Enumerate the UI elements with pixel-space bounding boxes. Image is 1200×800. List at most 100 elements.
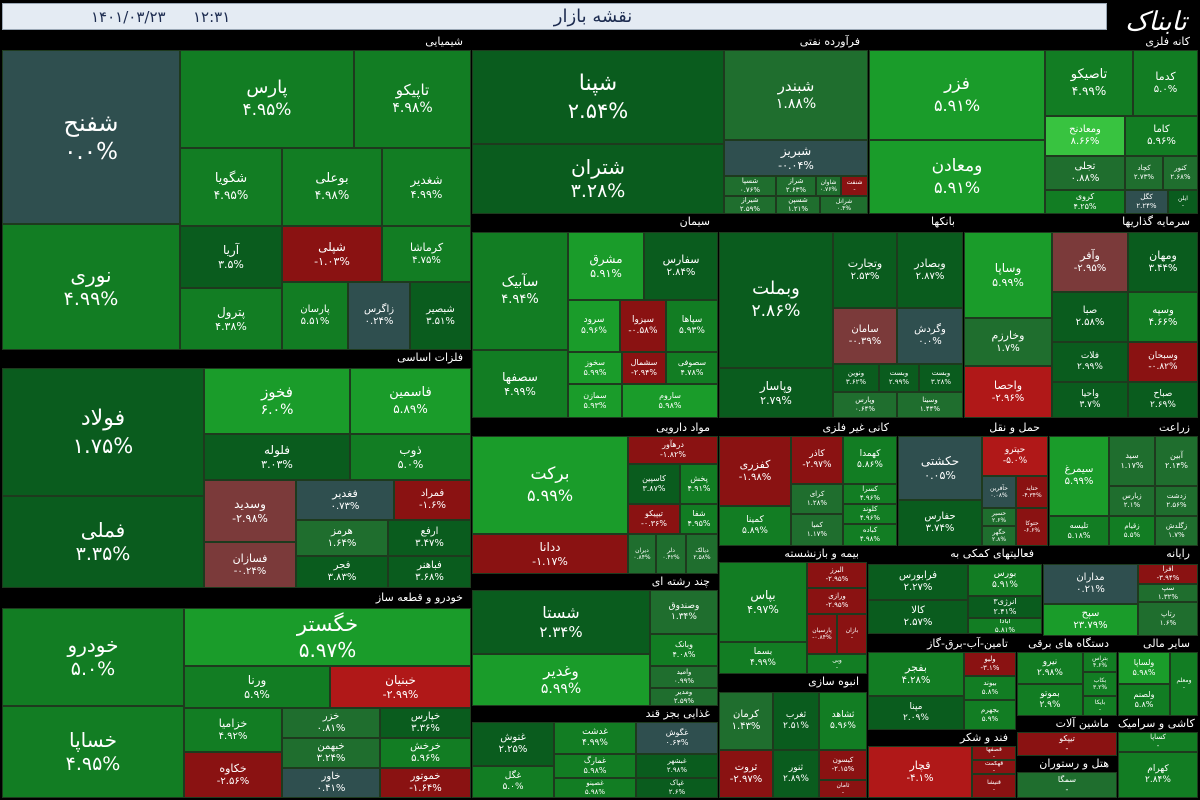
stock-tile[interactable]: وپاسار ۲.۷۹%: [719, 368, 833, 418]
stock-tile[interactable]: پارس ۴.۹۵%: [180, 50, 354, 148]
stock-tile[interactable]: حآفرین ۰.۰۸%: [982, 476, 1016, 508]
stock-tile[interactable]: کفزری -۱.۹۸%: [719, 436, 791, 506]
stock-tile[interactable]: غصینو ۵.۹۸%: [554, 778, 636, 798]
stock-tile[interactable]: صبا ۲.۵۸%: [1052, 292, 1128, 342]
stock-tile[interactable]: سیمرغ ۵.۹۹%: [1049, 436, 1109, 516]
stock-tile[interactable]: البرز -۲.۹۵%: [807, 562, 867, 588]
stock-tile[interactable]: فمراد -۱.۶%: [394, 480, 471, 520]
stock-tile[interactable]: شبصیر ۳.۵۱%: [410, 282, 471, 350]
stock-tile[interactable]: زبارس ۲.۱%: [1109, 486, 1155, 516]
stock-tile[interactable]: زدشت ۲.۵۶%: [1155, 486, 1198, 516]
stock-tile[interactable]: سخوز ۵.۹۹%: [568, 352, 622, 384]
stock-tile[interactable]: بورس ۵.۹۱%: [968, 564, 1042, 596]
stock-tile[interactable]: انرژی۳ ۲.۴۱%: [968, 596, 1042, 618]
stock-tile[interactable]: سفارس ۲.۸۴%: [644, 232, 718, 300]
stock-tile[interactable]: خبنیان -۲.۹۹%: [330, 666, 471, 708]
stock-tile[interactable]: وآفر -۲.۹۵%: [1052, 232, 1128, 292]
stock-tile[interactable]: فرابورس ۲.۲۷%: [868, 564, 968, 600]
stock-tile[interactable]: کروی ۴.۲۵%: [1045, 190, 1125, 214]
stock-tile[interactable]: شپلی -۱.۰۳%: [282, 226, 382, 282]
stock-tile[interactable]: شپنا ۲.۵۴%: [472, 50, 724, 144]
stock-tile[interactable]: حکشتی ۰.۰۵%: [898, 436, 982, 500]
stock-tile[interactable]: واحیا ۳.۷%: [1052, 382, 1128, 418]
stock-tile[interactable]: بجهرم ۵.۹%: [964, 700, 1016, 730]
stock-tile[interactable]: وبصادر ۲.۸۷%: [897, 232, 963, 308]
stock-tile[interactable]: خزر ۰.۸۱%: [282, 708, 380, 738]
stock-tile[interactable]: ومدیر ۲.۵۹%: [650, 688, 718, 706]
stock-tile[interactable]: تجلی ۰.۸۸%: [1045, 156, 1125, 190]
stock-tile[interactable]: بفجر ۴.۲۸%: [868, 652, 964, 696]
stock-tile[interactable]: بایکا -: [1083, 696, 1117, 716]
stock-tile[interactable]: افرا -۳.۹۴%: [1138, 564, 1198, 584]
stock-tile[interactable]: تاپیکو ۴.۹۸%: [354, 50, 471, 148]
stock-tile[interactable]: مشرق ۵.۹۱%: [568, 232, 644, 300]
stock-tile[interactable]: ونوین ۳.۶۲%: [833, 364, 879, 392]
stock-tile[interactable]: وسبحان -۰.۸۲%: [1128, 342, 1198, 382]
stock-tile[interactable]: شتران ۳.۲۸%: [472, 144, 724, 214]
stock-tile[interactable]: کرمان ۱.۴۳%: [719, 692, 773, 750]
stock-tile[interactable]: کیسون -۲.۱۵%: [819, 750, 867, 780]
stock-tile[interactable]: غگل ۵.۰%: [472, 766, 554, 798]
stock-tile[interactable]: سآبیک ۴.۹۴%: [472, 232, 568, 350]
stock-tile[interactable]: تاصیکو ۴.۹۹%: [1045, 50, 1133, 116]
stock-tile[interactable]: وبانک ۴.۰۸%: [650, 634, 718, 666]
stock-tile[interactable]: وبست ۳.۲۸%: [919, 364, 963, 392]
stock-tile[interactable]: ومهان ۳.۴۴%: [1128, 232, 1198, 292]
stock-tile[interactable]: شرانل ۰.۴%: [820, 196, 868, 214]
stock-tile[interactable]: وبی -: [807, 654, 867, 674]
stock-tile[interactable]: ددانا -۱.۱۷%: [472, 534, 628, 574]
stock-tile[interactable]: غنوش ۲.۲۵%: [472, 722, 554, 766]
stock-tile[interactable]: پارسیان -۰.۸۴%: [807, 614, 837, 654]
stock-tile[interactable]: بپاس ۴.۹۷%: [719, 562, 807, 642]
stock-tile[interactable]: شفا ۴.۹۵%: [680, 504, 718, 534]
stock-tile[interactable]: ومعادنح ۸.۶۶%: [1045, 116, 1125, 156]
stock-tile[interactable]: فسازان -۰.۲۴%: [204, 542, 296, 588]
stock-tile[interactable]: وبملت ۲.۸۶%: [719, 232, 833, 368]
stock-tile[interactable]: سیزوا -۰.۵۸%: [620, 300, 666, 352]
stock-tile[interactable]: شبندر ۱.۸۸%: [724, 50, 868, 140]
stock-tile[interactable]: ثغرب ۲.۵۱%: [773, 692, 819, 750]
stock-tile[interactable]: درهآور -۱.۸۲%: [628, 436, 718, 464]
stock-tile[interactable]: خپارس ۳.۳۶%: [380, 708, 471, 738]
stock-tile[interactable]: کهرام ۲.۸۴%: [1118, 752, 1198, 798]
stock-tile[interactable]: ذوب ۵.۰%: [350, 434, 471, 480]
stock-tile[interactable]: شغدیر ۴.۹۹%: [382, 148, 471, 226]
stock-tile[interactable]: فباهنر ۳.۶۸%: [388, 556, 471, 588]
stock-tile[interactable]: کهمدا ۵.۸۶%: [843, 436, 897, 484]
stock-tile[interactable]: وبست ۲.۹۹%: [879, 364, 919, 392]
stock-tile[interactable]: سشمال -۲.۹۴%: [622, 352, 666, 384]
stock-tile[interactable]: زاگرس ۰.۲۴%: [348, 282, 410, 350]
stock-tile[interactable]: قچار -۴.۱%: [868, 746, 972, 798]
stock-tile[interactable]: کچاد ۲.۷۳%: [1125, 156, 1163, 190]
stock-tile[interactable]: دیالک ۲.۵۸%: [686, 534, 718, 574]
stock-tile[interactable]: کمیا ۱.۱۷%: [791, 514, 843, 546]
stock-tile[interactable]: صباح ۲.۶۹%: [1128, 382, 1198, 418]
stock-tile[interactable]: بموتو ۲.۹%: [1017, 684, 1083, 716]
stock-tile[interactable]: ساروم ۵.۹۸%: [622, 384, 718, 418]
stock-tile[interactable]: ثروت -۲.۹۷%: [719, 750, 773, 798]
stock-tile[interactable]: بتراس ۴.۶%: [1083, 652, 1117, 672]
stock-tile[interactable]: تیپیکو -۰.۳۶%: [628, 504, 680, 534]
stock-tile[interactable]: بوعلی ۴.۹۸%: [282, 148, 382, 226]
stock-tile[interactable]: ایلن -: [1168, 190, 1198, 214]
stock-tile[interactable]: فملی ۳.۳۵%: [2, 496, 204, 588]
stock-tile[interactable]: سپ ۱.۳۲%: [1138, 584, 1198, 602]
stock-tile[interactable]: غگوش ۰.۶۴%: [636, 722, 718, 754]
stock-tile[interactable]: غپاک ۲.۶%: [636, 778, 718, 798]
stock-tile[interactable]: وسینا ۱.۴۴%: [897, 392, 963, 418]
stock-tile[interactable]: فزر ۵.۹۱%: [869, 50, 1045, 140]
stock-tile[interactable]: وسپه ۴.۶۶%: [1128, 292, 1198, 342]
stock-tile[interactable]: ومعلم -: [1170, 652, 1198, 716]
stock-tile[interactable]: ومعادن ۵.۹۱%: [869, 140, 1045, 214]
stock-tile[interactable]: شنفت -: [841, 176, 868, 196]
stock-tile[interactable]: کمینا ۵.۸۹%: [719, 506, 791, 546]
stock-tile[interactable]: بکاب ۳.۲%: [1083, 672, 1117, 696]
stock-tile[interactable]: فولاد ۱.۷۵%: [2, 368, 204, 496]
stock-tile[interactable]: خبهمن ۳.۲۴%: [282, 738, 380, 768]
stock-tile[interactable]: بسما ۴.۹۹%: [719, 642, 807, 674]
stock-tile[interactable]: وتجارت ۲.۵۳%: [833, 232, 897, 308]
stock-tile[interactable]: پارسان ۵.۵۱%: [282, 282, 348, 350]
stock-tile[interactable]: وغدیر ۵.۹۹%: [472, 654, 650, 706]
stock-tile[interactable]: خساپا ۴.۹۵%: [2, 706, 184, 798]
stock-tile[interactable]: شیراز ۲.۵۹%: [724, 196, 776, 214]
